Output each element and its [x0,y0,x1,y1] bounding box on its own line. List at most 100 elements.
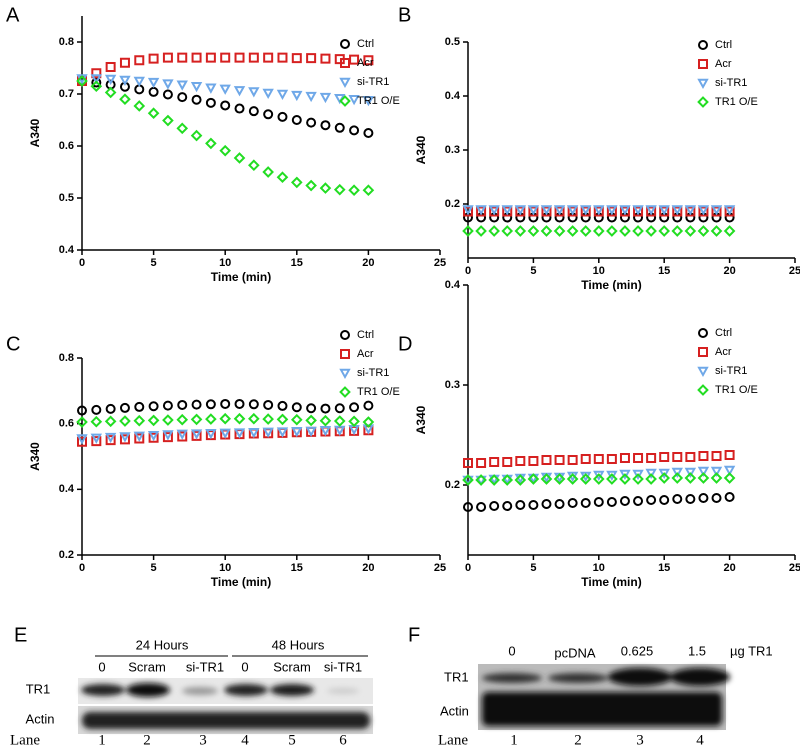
point [77,405,88,416]
point [90,74,103,85]
point [476,206,487,217]
point [710,205,723,216]
x-tick-label: 20 [362,257,374,269]
point [580,206,591,217]
y-tick-label: 0.5 [445,36,460,48]
point [658,225,671,237]
point [515,206,526,217]
point [248,87,260,98]
point [633,496,644,506]
column-label: 0 [241,659,248,674]
point [148,401,159,412]
lane-number: 6 [339,732,347,748]
point [248,412,260,425]
legend-label: Acr [357,348,374,360]
point [697,205,710,216]
y-tick-label: 0.6 [59,418,74,430]
y-tick-label: 0.3 [445,144,460,156]
x-axis-label: Time (min) [211,270,271,284]
point [190,129,203,142]
point [220,52,231,63]
point [619,453,630,463]
legend-label: TR1 O/E [715,96,758,108]
point [190,429,203,440]
point [541,455,552,465]
point [262,166,274,178]
unit-label: µg TR1 [730,643,773,658]
point [580,454,591,464]
x-tick-label: 5 [530,265,536,277]
point [606,473,618,485]
point [606,205,618,216]
point [290,413,303,426]
point [333,415,346,427]
point [349,54,360,65]
panel-label: B [398,4,411,26]
point [580,205,592,216]
point [672,206,683,217]
point [234,398,245,409]
legend-label: si-TR1 [357,367,389,379]
point [672,212,683,223]
point [320,403,331,414]
point [119,434,130,445]
point [697,472,710,484]
point [541,499,552,509]
point [463,212,474,223]
y-tick-label: 0.4 [445,90,461,102]
y-tick-label: 0.3 [445,379,460,391]
x-tick-label: 5 [151,562,157,574]
point [502,212,513,223]
legend-marker [339,77,351,89]
legend-label: si-TR1 [357,76,389,88]
point [645,473,657,485]
y-axis-label: A340 [414,135,428,164]
point [567,212,578,223]
point [220,100,231,111]
column-label: 0 [508,643,515,658]
point [672,452,683,462]
point [698,493,709,503]
legend-marker [697,78,709,90]
x-tick-label: 15 [658,265,670,277]
point [659,212,670,223]
point [205,97,216,108]
x-axis-label: Time (min) [581,278,641,292]
point [277,52,288,63]
point [205,137,217,150]
point [305,414,317,427]
point [191,94,202,105]
point [319,92,332,104]
point [290,176,303,189]
point [724,212,735,223]
point [105,435,116,446]
point [191,52,202,63]
point [527,205,540,216]
point [671,205,683,216]
x-tick-label: 10 [219,562,231,574]
legend-marker [339,386,351,398]
point [177,52,188,63]
lane-number: 1 [510,732,518,748]
point [205,413,217,425]
point [349,125,360,136]
y-tick-label: 0.8 [59,36,74,48]
point [177,399,188,410]
point [191,399,202,410]
point [119,415,131,427]
panel-label: A [6,4,20,26]
point [489,501,500,511]
legend-label: TR1 O/E [715,384,758,396]
point [363,400,374,411]
point [348,415,360,428]
panel-label: E [14,624,27,646]
point [606,497,617,507]
point [540,225,553,237]
point [723,472,736,484]
point [723,225,736,237]
lane-number: 2 [574,732,582,748]
point [645,205,657,216]
point [205,399,216,410]
point [162,414,174,426]
